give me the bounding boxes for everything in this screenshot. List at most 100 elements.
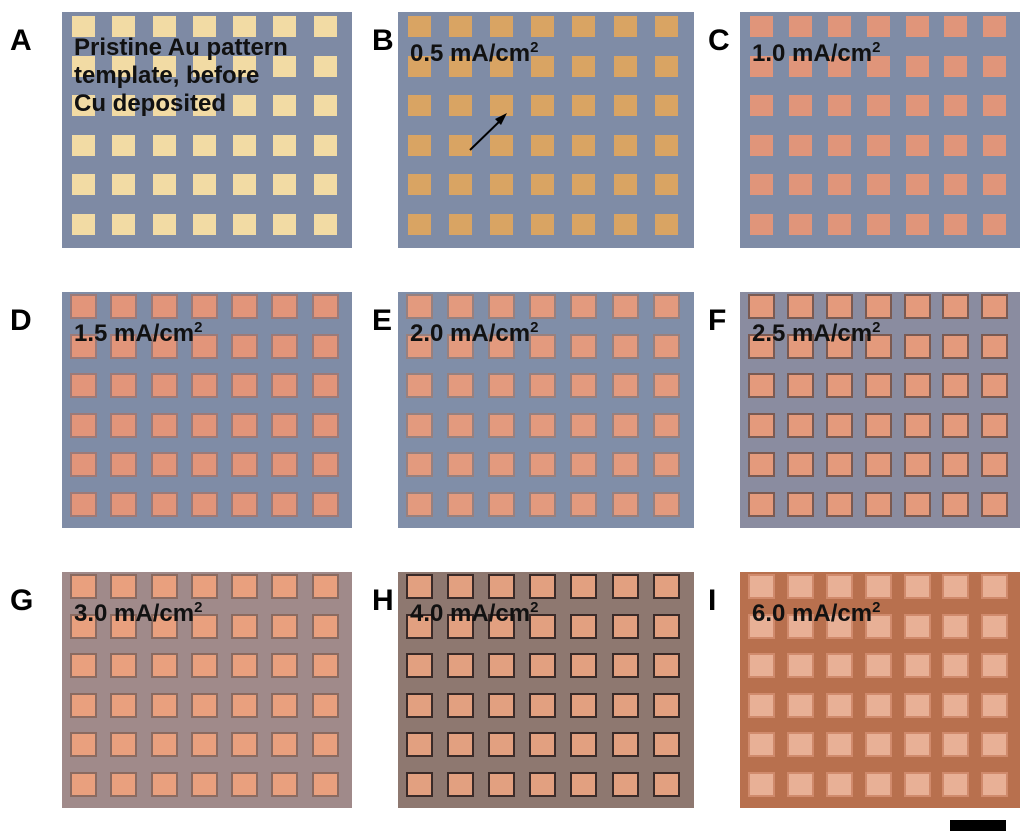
pattern-square <box>112 135 135 156</box>
pattern-square <box>983 695 1006 716</box>
pattern-square <box>112 655 135 676</box>
pattern-square <box>314 336 337 357</box>
panel-letter: B <box>372 24 394 58</box>
pattern-square <box>449 174 472 195</box>
label-text: Cu deposited <box>74 90 226 117</box>
pattern-square <box>572 375 595 396</box>
pattern-square <box>614 576 637 597</box>
label-text: template, before <box>74 62 259 89</box>
panel-letter: I <box>708 584 716 618</box>
pattern-square <box>750 494 773 515</box>
pattern-square <box>983 734 1006 755</box>
pattern-square <box>531 375 554 396</box>
pattern-square <box>273 494 296 515</box>
pattern-square <box>153 375 176 396</box>
pattern-square <box>193 214 216 235</box>
pattern-square <box>614 655 637 676</box>
pattern-square <box>655 375 678 396</box>
pattern-square <box>112 174 135 195</box>
pattern-square <box>273 336 296 357</box>
pattern-square <box>572 494 595 515</box>
pattern-square <box>906 576 929 597</box>
label-line: 1.0 mA/cm2 <box>752 34 880 68</box>
label-text: 2.5 mA/cm <box>752 320 872 347</box>
pattern-square <box>112 454 135 475</box>
pattern-square <box>408 214 431 235</box>
pattern-square <box>153 135 176 156</box>
pattern-square <box>614 214 637 235</box>
pattern-square <box>233 214 256 235</box>
pattern-square <box>828 494 851 515</box>
pattern-square <box>944 56 967 77</box>
pattern-square <box>655 214 678 235</box>
pattern-square <box>490 375 513 396</box>
panel-letter: E <box>372 304 392 338</box>
label-text: 1.0 mA/cm <box>752 40 872 67</box>
pattern-square <box>408 655 431 676</box>
panel-letter: C <box>708 24 730 58</box>
pattern-square <box>906 375 929 396</box>
pattern-square <box>572 655 595 676</box>
pattern-square <box>983 576 1006 597</box>
label-superscript: 2 <box>530 319 538 336</box>
label-line: 6.0 mA/cm2 <box>752 594 880 628</box>
pattern-square <box>944 616 967 637</box>
pattern-square <box>867 375 890 396</box>
pattern-square <box>828 655 851 676</box>
pattern-square <box>614 774 637 795</box>
pattern-square <box>72 135 95 156</box>
pattern-square <box>153 655 176 676</box>
label-line: 4.0 mA/cm2 <box>410 594 538 628</box>
label-line: Cu deposited <box>74 90 288 118</box>
pattern-square <box>449 774 472 795</box>
pattern-square <box>983 774 1006 795</box>
pattern-square <box>531 95 554 116</box>
pattern-square <box>314 214 337 235</box>
pattern-square <box>867 95 890 116</box>
pattern-square <box>72 454 95 475</box>
pattern-square <box>750 774 773 795</box>
pattern-square <box>944 214 967 235</box>
pattern-square <box>906 415 929 436</box>
pattern-square <box>983 415 1006 436</box>
pattern-square <box>828 214 851 235</box>
pattern-square <box>750 214 773 235</box>
pattern-square <box>314 174 337 195</box>
figure: APristine Au patterntemplate, beforeCu d… <box>0 0 1022 831</box>
pattern-square <box>906 494 929 515</box>
pattern-square <box>906 135 929 156</box>
pattern-square <box>193 454 216 475</box>
pattern-square <box>314 454 337 475</box>
pattern-square <box>789 734 812 755</box>
pattern-square <box>531 415 554 436</box>
pattern-square <box>944 734 967 755</box>
pattern-square <box>193 655 216 676</box>
pattern-square <box>944 135 967 156</box>
pattern-square <box>983 95 1006 116</box>
label-superscript: 2 <box>872 599 880 616</box>
pattern-square <box>828 734 851 755</box>
pattern-square <box>233 616 256 637</box>
pattern-square <box>655 616 678 637</box>
pattern-square <box>867 734 890 755</box>
label-superscript: 2 <box>872 39 880 56</box>
panel-label: 1.0 mA/cm2 <box>752 34 880 68</box>
pattern-square <box>531 655 554 676</box>
pattern-square <box>614 95 637 116</box>
pattern-square <box>572 454 595 475</box>
pattern-square <box>614 415 637 436</box>
label-text: 0.5 mA/cm <box>410 40 530 67</box>
pattern-square <box>314 56 337 77</box>
pattern-square <box>153 174 176 195</box>
pattern-square <box>983 494 1006 515</box>
pattern-square <box>572 415 595 436</box>
pattern-square <box>614 375 637 396</box>
pattern-square <box>490 494 513 515</box>
pattern-square <box>72 695 95 716</box>
pattern-square <box>983 214 1006 235</box>
pattern-square <box>572 774 595 795</box>
pattern-square <box>572 296 595 317</box>
panel-label: 3.0 mA/cm2 <box>74 594 202 628</box>
pattern-square <box>867 454 890 475</box>
pattern-square <box>449 494 472 515</box>
